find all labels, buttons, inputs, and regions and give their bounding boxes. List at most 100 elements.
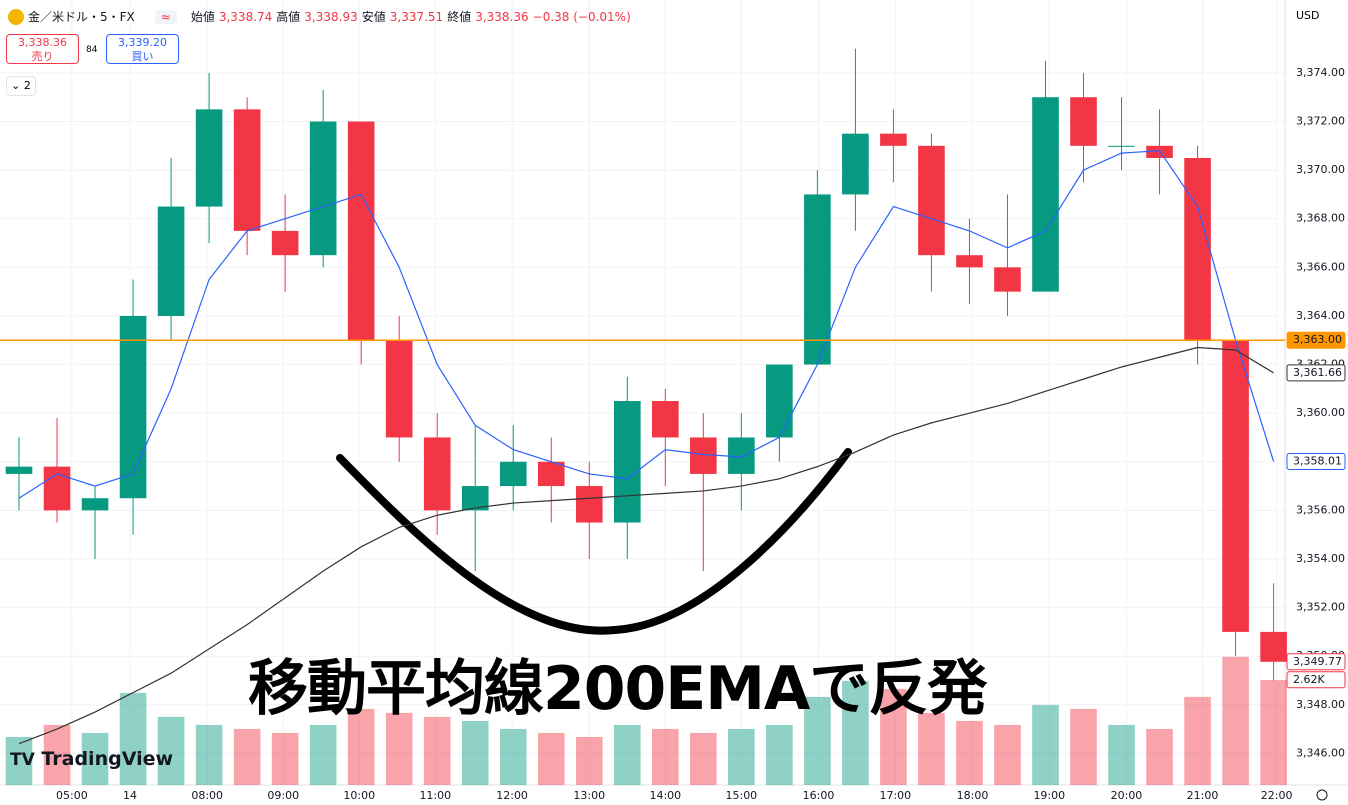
volume-bar [309,724,337,785]
candle-body [804,194,831,365]
y-tick-label: 3,348.00 [1296,698,1345,711]
y-tick-label: 3,370.00 [1296,163,1345,176]
sell-price: 3,338.36 [18,36,67,49]
volume-bar [385,712,413,785]
volume-bar [81,732,109,785]
volume-bar [613,724,641,785]
volume-bar [1184,696,1211,785]
volume-bar [1108,724,1135,785]
hline-tag-bg [1286,331,1346,349]
indicator-toggle[interactable]: ⌄ 2 [6,76,36,96]
candle-body [157,206,185,316]
volume-bar [918,712,945,785]
x-tick-label: 12:00 [496,789,528,802]
candle-body [385,340,413,438]
buy-label: 買い [131,50,154,63]
low-value: 3,337.51 [389,9,444,24]
close-label: 終値 [447,10,472,24]
close-tag: 3,349.77 [1293,655,1342,668]
sell-button[interactable]: 3,338.36 売り [6,34,79,64]
candle-body [880,133,907,146]
x-tick-label: 13:00 [573,789,605,802]
change-value: −0.38 (−0.01%) [532,9,631,24]
x-tick-label: 09:00 [267,789,299,802]
candle-body [728,437,755,474]
volume-tag-bg [1286,671,1346,689]
candle-body [1032,97,1059,292]
candle-body [1222,340,1249,632]
volume-bar [43,724,71,785]
x-tick-label: 10:00 [343,789,375,802]
volume-bar [347,708,375,785]
open-label: 始値 [190,10,215,24]
ema-line [18,346,1274,745]
candle-body [347,121,375,341]
y-tick-label: 3,364.00 [1296,309,1345,322]
x-tick-label: 20:00 [1111,789,1143,802]
volume-bar [690,732,717,785]
volume-tag: 2.62K [1293,673,1325,686]
candle-body [575,486,603,523]
annotation: 移動平均線200EMAで反発 [248,654,987,724]
candle-body [652,401,679,438]
volume-bar [842,680,869,785]
y-tick-label: 3,366.00 [1296,260,1345,273]
candle-body [195,109,223,207]
high-label: 高値 [276,10,301,24]
volume-bar [575,736,603,785]
candle-body [119,315,147,499]
symbol-icon [8,8,24,25]
x-tick-label: 22:00 [1261,789,1293,802]
hline-tag: 3,363.00 [1293,333,1342,346]
candle-body [994,267,1021,292]
x-tick-label: 17:00 [879,789,911,802]
candle-body [1260,631,1287,662]
volume-bar [119,692,147,785]
y-tick-label: 3,368.00 [1296,212,1345,225]
ema-tag: 3,361.66 [1293,366,1342,379]
y-tick-label: 3,360.00 [1296,406,1345,419]
candle-body [1146,145,1173,158]
x-tick-label: 11:00 [419,789,451,802]
ema-tag-bg [1286,453,1346,471]
buy-button[interactable]: 3,339.20 買い [106,34,179,64]
header: 金／米ドル・5・FX ≈ 始値 3,338.74 高値 3,338.93 安値 3,3… [8,8,631,25]
y-tick-label: 3,352.00 [1296,601,1345,614]
currency[interactable]: USD [1296,9,1320,22]
compare-icon[interactable]: ≈ [154,9,177,24]
buy-price: 3,339.20 [118,36,167,49]
candle-body [233,109,261,231]
x-tick-label: 16:00 [803,789,835,802]
drawn-curve [336,448,852,635]
candle-body [842,133,869,195]
settings-icon[interactable] [1316,789,1328,801]
volume-bar [5,736,33,785]
volume-bar [423,716,451,785]
volume-bar [994,724,1021,785]
y-tick-label: 3,356.00 [1296,503,1345,516]
y-tick-label: 3,346.00 [1296,746,1345,759]
candle-body [1108,145,1135,147]
candle-body [690,437,717,474]
low-label: 安値 [361,10,386,24]
indicator-count: 2 [23,79,31,92]
volume-bar [1222,656,1249,785]
spread: 84 [86,45,98,55]
candle-body [956,255,983,268]
volume-bar [766,724,793,785]
volume-bar [233,728,261,785]
volume-bar [499,728,527,785]
volume-bar [195,724,223,785]
logo: 𝗧𝗩 TradingView [10,748,174,770]
candle-body [43,466,71,511]
volume-bar [956,720,983,785]
close-value: 3,338.36 [475,9,529,24]
x-tick-label: 14 [123,789,137,802]
candle-body [766,364,793,438]
x-tick-label: 19:00 [1033,789,1065,802]
volume-bar [157,716,185,785]
y-tick-label: 3,372.00 [1296,115,1345,128]
candle-body [1184,157,1211,341]
